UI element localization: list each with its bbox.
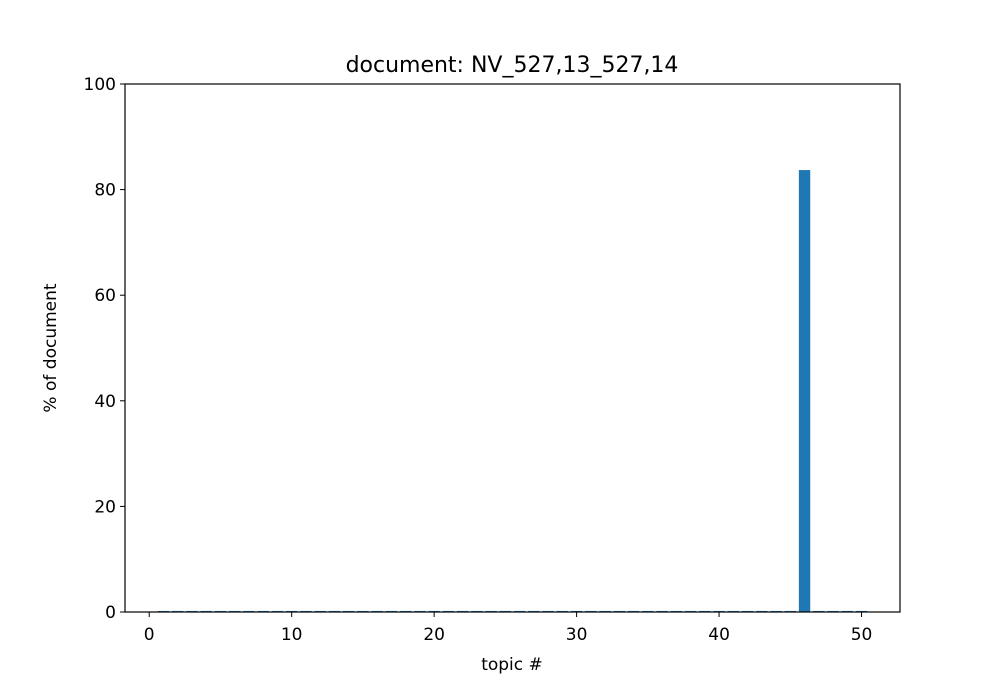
y-tick-label: 60 [94,286,116,306]
y-tick-label: 20 [94,497,116,517]
y-tick-label: 0 [105,603,116,623]
y-axis-ticks: 0 20 40 60 80 100 [84,75,125,623]
x-tick-label: 30 [566,625,588,645]
y-axis-label: % of document [41,283,61,412]
x-tick-label: 50 [851,625,873,645]
y-tick-label: 80 [94,181,116,201]
x-tick-label: 40 [708,625,730,645]
x-tick-label: 20 [423,625,445,645]
x-axis-label: topic # [481,655,543,675]
y-tick-label: 100 [84,75,116,95]
x-tick-label: 10 [281,625,303,645]
bars-group [157,170,868,612]
chart-title: document: NV_527,13_527,14 [346,53,679,78]
x-axis-ticks: 0 10 20 30 40 50 [144,612,873,645]
plot-frame [124,83,901,613]
y-tick-label: 40 [94,392,116,412]
bar-topic-46 [798,170,811,612]
x-tick-label: 0 [144,625,155,645]
